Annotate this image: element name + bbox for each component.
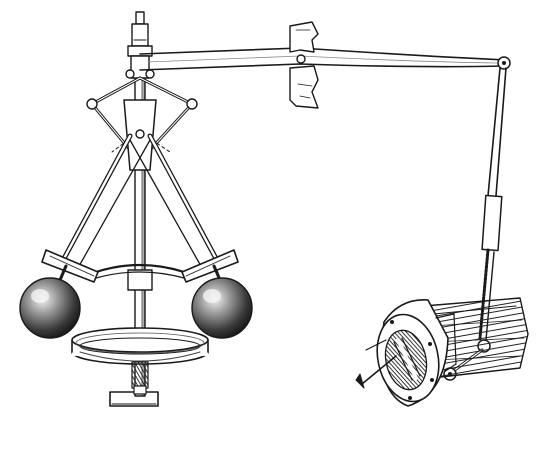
right-ball-arm [129,133,223,269]
left-governor-ball [19,277,81,339]
steam-pipe [423,297,529,379]
left-ball-arm [57,133,151,269]
lever-arm [139,47,511,71]
center-pivot-plate [111,99,171,171]
right-ball-yoke [181,249,239,283]
lower-collar [94,263,186,291]
throttle-valve-body [376,299,457,407]
pulley-wheel [71,327,209,395]
left-ball-yoke [41,249,99,283]
right-governor-ball [191,277,253,339]
fulcrum-post [289,21,319,109]
valve-spindle-arrow [355,339,397,389]
